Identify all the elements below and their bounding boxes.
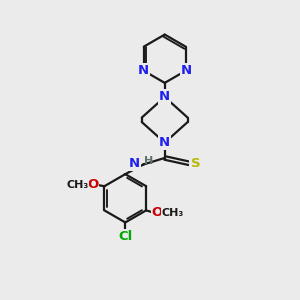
Text: O: O xyxy=(87,178,98,191)
Text: N: N xyxy=(181,64,192,77)
Text: CH₃: CH₃ xyxy=(162,208,184,218)
Text: Cl: Cl xyxy=(118,230,132,243)
Text: N: N xyxy=(159,91,170,103)
Text: CH₃: CH₃ xyxy=(66,180,88,190)
Text: O: O xyxy=(152,206,163,219)
Text: S: S xyxy=(190,157,200,170)
Text: H: H xyxy=(143,157,153,166)
Text: N: N xyxy=(137,64,148,77)
Text: N: N xyxy=(159,136,170,149)
Text: N: N xyxy=(129,157,140,170)
